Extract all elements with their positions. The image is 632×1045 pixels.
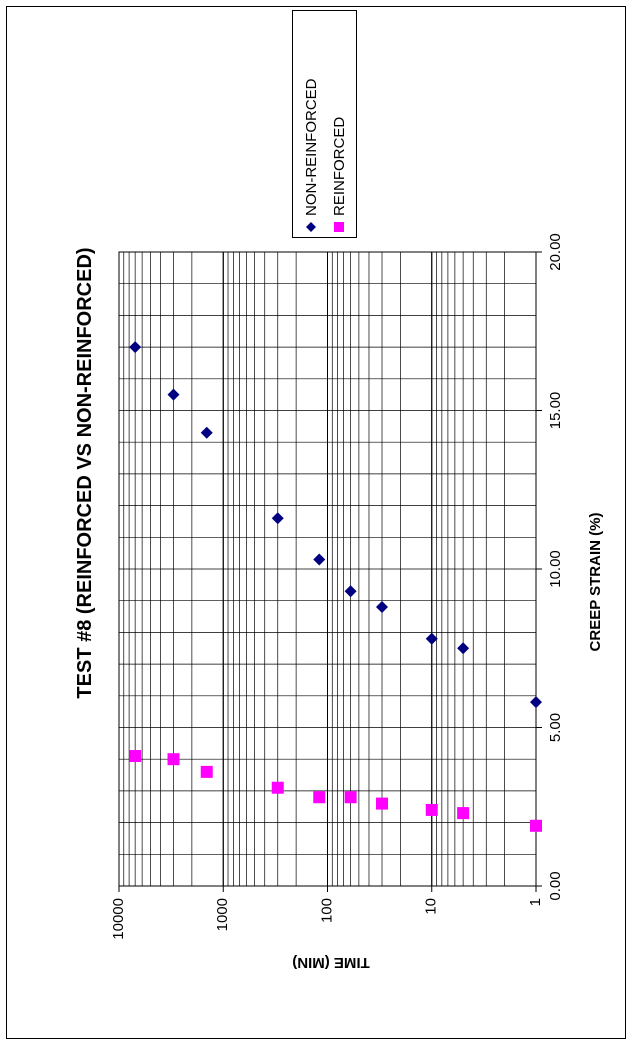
strain-tick-label: 10.00 <box>547 550 564 588</box>
strain-axis-ticks: 0.00 5.00 10.00 15.00 20.00 <box>536 233 564 901</box>
point-reinforced <box>344 791 357 804</box>
point-reinforced <box>425 803 438 816</box>
time-tick-label: 10000 <box>110 898 127 940</box>
legend-marker-non-reinforced <box>306 222 316 232</box>
strain-tick-label: 0.00 <box>547 871 564 900</box>
legend: NON-REINFORCED REINFORCED <box>292 10 357 238</box>
point-reinforced <box>530 819 542 832</box>
point-reinforced <box>200 765 213 778</box>
point-non-reinforced <box>129 341 142 354</box>
point-reinforced <box>313 791 326 804</box>
time-tick-label: 10 <box>423 898 440 915</box>
legend-box <box>292 10 357 238</box>
strain-tick-label: 20.00 <box>547 233 564 271</box>
time-tick-label: 100 <box>318 898 335 923</box>
strain-tick-label: 15.00 <box>547 392 564 430</box>
time-tick-label: 1 <box>527 898 544 906</box>
point-non-reinforced <box>167 388 180 401</box>
point-reinforced <box>457 807 470 820</box>
legend-label-reinforced: REINFORCED <box>331 117 348 216</box>
point-non-reinforced <box>425 632 438 645</box>
point-non-reinforced <box>530 696 542 709</box>
data-points <box>129 341 542 832</box>
point-non-reinforced <box>200 426 213 439</box>
strain-tick-label: 5.00 <box>547 713 564 742</box>
point-non-reinforced <box>457 642 470 655</box>
point-reinforced <box>376 797 389 810</box>
x-axis-label: CREEP STRAIN (%) <box>587 513 604 652</box>
y-axis-label: TIME (MIN) <box>292 954 369 971</box>
chart-title: TEST #8 (REINFORCED VS NON-REINFORCED) <box>74 247 96 698</box>
time-tick-label: 1000 <box>214 898 231 931</box>
point-reinforced <box>167 753 180 766</box>
point-non-reinforced <box>313 553 326 566</box>
point-non-reinforced <box>271 512 284 525</box>
legend-marker-reinforced <box>334 222 344 232</box>
time-axis-ticks: 1 10 100 1000 10000 <box>110 886 544 940</box>
point-reinforced <box>129 750 142 763</box>
grid <box>118 251 537 887</box>
point-non-reinforced <box>376 601 389 614</box>
point-non-reinforced <box>344 585 357 598</box>
legend-label-non-reinforced: NON-REINFORCED <box>303 78 320 216</box>
point-reinforced <box>271 781 284 794</box>
